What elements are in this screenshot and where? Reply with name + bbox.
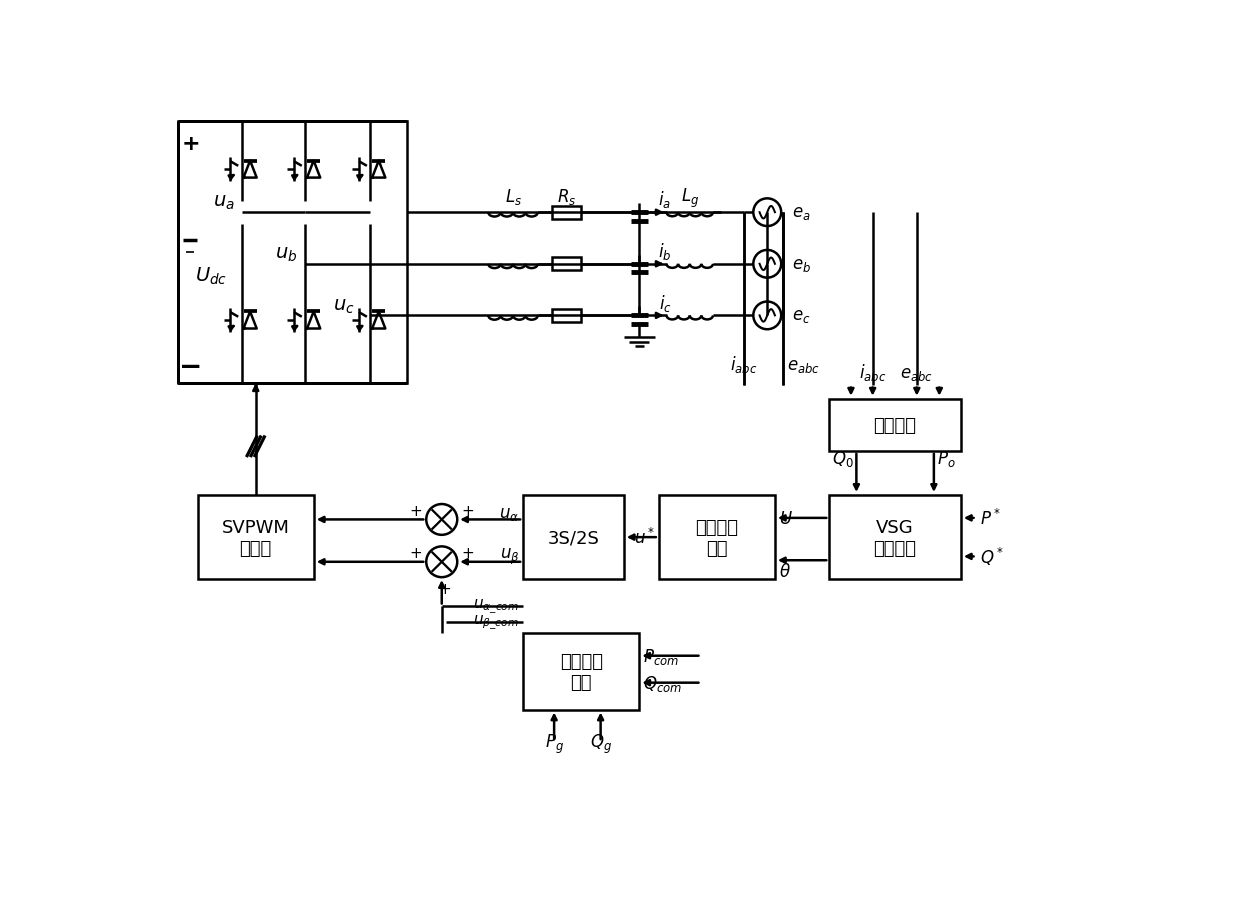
Bar <box>197 495 314 580</box>
Text: $e_{abc}$: $e_{abc}$ <box>786 357 820 375</box>
Text: 调制电压
合成: 调制电压 合成 <box>696 518 738 557</box>
Text: +: + <box>181 134 200 154</box>
Text: $L_g$: $L_g$ <box>681 187 699 210</box>
Bar <box>552 310 582 322</box>
Text: $e_a$: $e_a$ <box>792 204 811 222</box>
Text: +: + <box>409 503 423 518</box>
Text: +: + <box>439 582 451 596</box>
Bar <box>830 495 961 580</box>
Text: $u_c$: $u_c$ <box>334 296 355 315</box>
Text: $u_b$: $u_b$ <box>275 245 298 264</box>
Text: +: + <box>461 545 474 561</box>
Text: $i_{abc}$: $i_{abc}$ <box>859 361 887 383</box>
Text: $R_s$: $R_s$ <box>557 187 577 207</box>
Text: $u_\alpha$: $u_\alpha$ <box>500 505 520 523</box>
Bar <box>523 495 624 580</box>
Text: $u^*$: $u^*$ <box>634 527 655 547</box>
Text: $i_{abc}$: $i_{abc}$ <box>730 354 758 375</box>
Text: SVPWM
调制器: SVPWM 调制器 <box>222 518 290 557</box>
Text: $i_b$: $i_b$ <box>658 241 672 262</box>
Text: $e_b$: $e_b$ <box>792 256 811 274</box>
Bar <box>658 495 775 580</box>
Text: $u_{\alpha\_com}$: $u_{\alpha\_com}$ <box>474 598 520 616</box>
Text: $e_c$: $e_c$ <box>792 307 811 325</box>
Text: $i_a$: $i_a$ <box>658 190 671 210</box>
Bar <box>552 258 582 271</box>
Text: $P^*$: $P^*$ <box>981 508 1002 528</box>
Text: $L_s$: $L_s$ <box>505 187 522 207</box>
Text: $U$: $U$ <box>779 509 792 527</box>
Text: $u_a$: $u_a$ <box>213 193 234 212</box>
Text: VSG
控制算法: VSG 控制算法 <box>874 518 916 557</box>
Text: $Q^*$: $Q^*$ <box>981 545 1004 568</box>
Text: $i_c$: $i_c$ <box>658 293 671 313</box>
Text: $U_{dc}$: $U_{dc}$ <box>196 265 228 286</box>
Text: $P_o$: $P_o$ <box>937 449 956 469</box>
Text: $P_{com}$: $P_{com}$ <box>644 646 680 666</box>
Bar <box>830 399 961 452</box>
Text: $u_{\beta\_com}$: $u_{\beta\_com}$ <box>474 613 520 631</box>
Text: $u_\beta$: $u_\beta$ <box>500 546 520 566</box>
Text: $\theta$: $\theta$ <box>779 563 791 581</box>
Text: $Q_g$: $Q_g$ <box>589 731 611 755</box>
Text: +: + <box>409 545 423 561</box>
Bar <box>523 633 640 710</box>
Text: −: − <box>179 353 202 381</box>
Text: $P_g$: $P_g$ <box>544 731 564 755</box>
Text: 功率计算: 功率计算 <box>874 416 916 434</box>
Text: 直接功率
控制: 直接功率 控制 <box>559 652 603 691</box>
Bar <box>552 207 582 219</box>
Text: 3S/2S: 3S/2S <box>548 528 599 546</box>
Text: $e_{abc}$: $e_{abc}$ <box>900 365 934 383</box>
Bar <box>179 122 407 384</box>
Text: $Q_{com}$: $Q_{com}$ <box>644 673 682 693</box>
Text: +: + <box>461 503 474 518</box>
Text: $Q_0$: $Q_0$ <box>832 449 853 469</box>
